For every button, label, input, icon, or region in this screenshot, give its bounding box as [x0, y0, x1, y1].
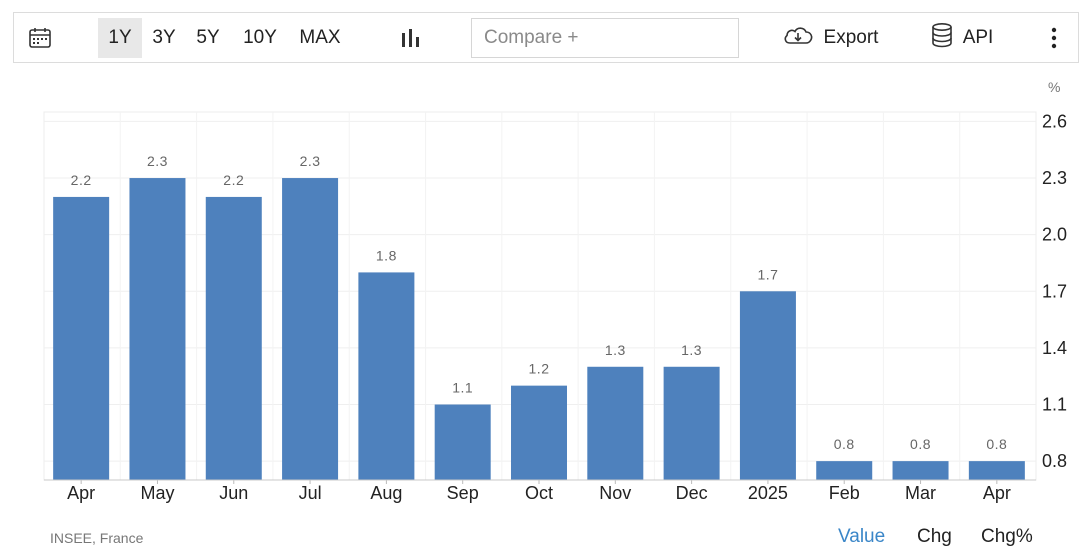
- bar-chart-icon[interactable]: [397, 13, 425, 62]
- bar: [511, 385, 567, 480]
- source-label: INSEE, France: [50, 530, 144, 546]
- data-label: 2.2: [223, 172, 244, 188]
- x-tick-label: Jul: [299, 483, 322, 503]
- bar: [663, 366, 720, 480]
- data-label: 1.1: [452, 380, 473, 396]
- api-button[interactable]: API: [926, 13, 998, 62]
- bar: [968, 461, 1025, 480]
- y-tick-label: 2.0: [1042, 225, 1067, 245]
- tab-value[interactable]: Value: [838, 526, 886, 547]
- x-tick-label: Oct: [525, 483, 553, 503]
- bar: [892, 461, 949, 480]
- x-tick-label: Apr: [983, 483, 1011, 503]
- data-label: 1.7: [757, 266, 778, 282]
- y-tick-label: 0.8: [1042, 451, 1067, 471]
- data-label: 1.3: [681, 342, 702, 358]
- x-tick-label: Jun: [219, 483, 248, 503]
- bar: [816, 461, 873, 480]
- data-label: 0.8: [910, 436, 931, 452]
- x-tick-label: Feb: [829, 483, 860, 503]
- x-tick-label: Nov: [599, 483, 631, 503]
- x-tick-label: Mar: [905, 483, 936, 503]
- data-label: 1.2: [529, 361, 550, 377]
- data-label: 1.8: [376, 247, 397, 263]
- range-button-1y[interactable]: 1Y: [98, 18, 142, 58]
- range-button-5y[interactable]: 5Y: [196, 27, 220, 48]
- y-tick-label: 1.1: [1042, 395, 1067, 415]
- bar: [129, 178, 186, 481]
- data-label: 2.2: [71, 172, 92, 188]
- bar: [358, 272, 415, 480]
- data-label: 1.3: [605, 342, 626, 358]
- x-tick-label: 2025: [748, 483, 788, 503]
- y-tick-label: 2.3: [1042, 168, 1067, 188]
- data-label: 0.8: [986, 436, 1007, 452]
- compare-input[interactable]: [471, 18, 739, 58]
- data-label: 2.3: [300, 153, 321, 169]
- bar: [282, 178, 339, 481]
- database-icon: [931, 22, 953, 54]
- data-label: 0.8: [834, 436, 855, 452]
- x-tick-label: Aug: [370, 483, 402, 503]
- toolbar: 1Y 3Y 5Y 10Y MAX Export: [13, 12, 1079, 63]
- range-button-3y[interactable]: 3Y: [152, 27, 176, 48]
- tab-chg[interactable]: Chg: [917, 526, 952, 547]
- range-button-max[interactable]: MAX: [299, 27, 341, 48]
- y-tick-label: 2.6: [1042, 111, 1067, 131]
- unit-label: %: [1048, 79, 1060, 95]
- bar: [587, 366, 644, 480]
- cloud-download-icon: [782, 23, 814, 53]
- y-tick-label: 1.7: [1042, 281, 1067, 301]
- range-button-10y[interactable]: 10Y: [243, 27, 277, 48]
- tab-chg-percent[interactable]: Chg%: [981, 526, 1033, 547]
- bar: [205, 196, 262, 480]
- calendar-icon[interactable]: [26, 13, 54, 62]
- x-tick-label: May: [140, 483, 174, 503]
- bar: [739, 291, 796, 480]
- bar: [53, 196, 110, 480]
- bar-chart: 0.8 1.1 1.4 1.7 2.0 2.3 2.6% 2.2 Apr 2.3 May 2.2 Jun…: [43, 79, 1067, 503]
- api-label: API: [962, 26, 994, 48]
- data-label: 2.3: [147, 153, 168, 169]
- bar: [434, 404, 491, 480]
- x-tick-label: Sep: [447, 483, 479, 503]
- x-tick-label: Dec: [676, 483, 708, 503]
- vertical-dots-icon[interactable]: [1042, 13, 1066, 62]
- x-tick-label: Apr: [67, 483, 95, 503]
- export-label: Export: [823, 26, 879, 48]
- export-button[interactable]: Export: [778, 13, 882, 62]
- y-tick-label: 1.4: [1042, 338, 1067, 358]
